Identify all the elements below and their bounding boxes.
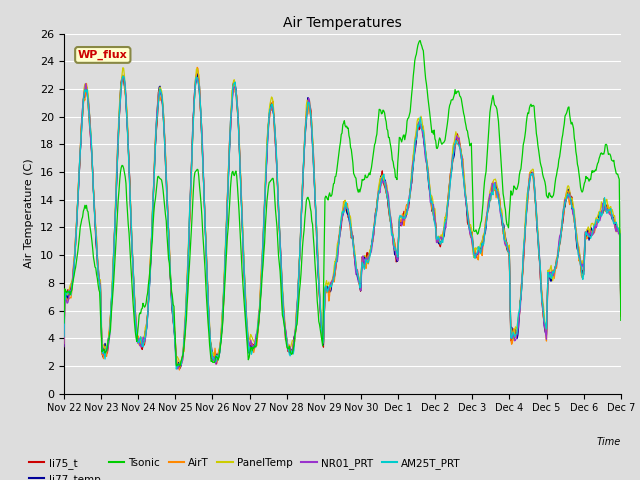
Legend: li75_t, li77_temp, Tsonic, AirT, PanelTemp, NR01_PRT, AM25T_PRT: li75_t, li77_temp, Tsonic, AirT, PanelTe… bbox=[25, 454, 465, 480]
Y-axis label: Air Temperature (C): Air Temperature (C) bbox=[24, 159, 35, 268]
Title: Air Temperatures: Air Temperatures bbox=[283, 16, 402, 30]
Text: WP_flux: WP_flux bbox=[78, 50, 127, 60]
Text: Time: Time bbox=[596, 437, 621, 447]
